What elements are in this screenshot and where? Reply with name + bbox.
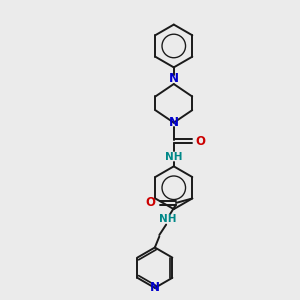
Text: N: N xyxy=(169,116,179,129)
Text: O: O xyxy=(146,196,156,209)
Text: NH: NH xyxy=(165,152,182,161)
Text: NH: NH xyxy=(159,214,176,224)
Text: N: N xyxy=(169,72,179,85)
Text: N: N xyxy=(150,281,160,294)
Text: O: O xyxy=(196,135,206,148)
